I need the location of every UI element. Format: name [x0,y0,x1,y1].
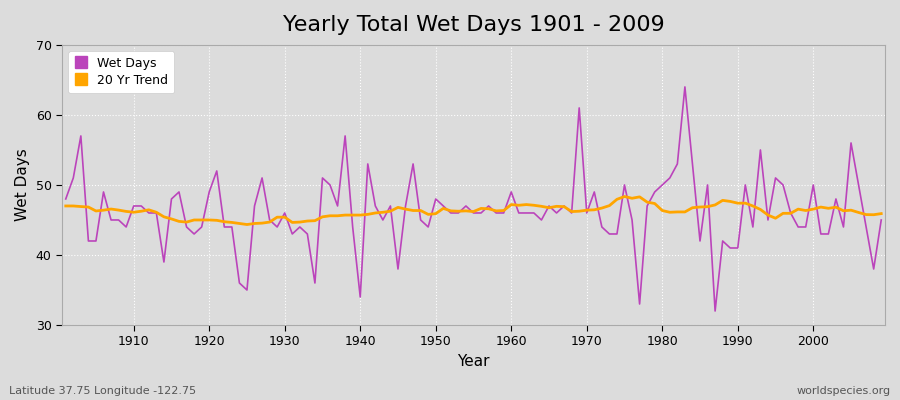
20 Yr Trend [60,204,71,208]
Wet Days [710,309,721,314]
20 Yr Trend [619,194,630,199]
Line: Wet Days: Wet Days [66,87,881,311]
Wet Days [287,232,298,236]
Legend: Wet Days, 20 Yr Trend: Wet Days, 20 Yr Trend [68,51,175,93]
Text: worldspecies.org: worldspecies.org [796,386,891,396]
X-axis label: Year: Year [457,354,490,369]
Wet Days [506,190,517,194]
Wet Days [680,84,690,89]
20 Yr Trend [339,213,350,218]
20 Yr Trend [506,202,517,207]
Y-axis label: Wet Days: Wet Days [15,148,30,221]
Wet Days [121,224,131,229]
Line: 20 Yr Trend: 20 Yr Trend [66,196,881,224]
20 Yr Trend [241,222,252,227]
Wet Days [60,196,71,201]
Wet Days [499,210,509,215]
20 Yr Trend [604,203,615,208]
20 Yr Trend [294,220,305,224]
20 Yr Trend [876,211,886,216]
20 Yr Trend [121,209,131,214]
Wet Days [597,224,608,229]
Wet Days [876,218,886,222]
20 Yr Trend [513,203,524,208]
Text: Latitude 37.75 Longitude -122.75: Latitude 37.75 Longitude -122.75 [9,386,196,396]
Wet Days [332,204,343,208]
Title: Yearly Total Wet Days 1901 - 2009: Yearly Total Wet Days 1901 - 2009 [283,15,664,35]
